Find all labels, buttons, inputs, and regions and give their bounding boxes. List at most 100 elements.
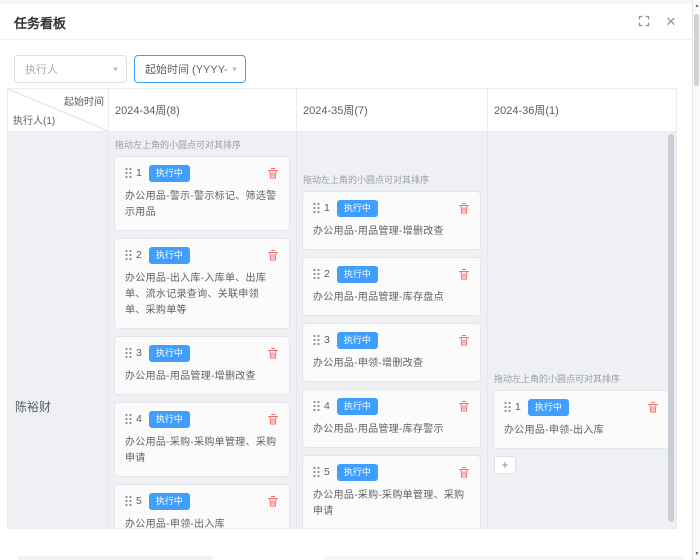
kanban-table: 起始时间 执行人(1) 2024-34周(8) 2024-35周(7) 2024… — [7, 88, 677, 529]
delete-icon[interactable] — [458, 400, 470, 413]
card-index: 4 — [324, 400, 330, 412]
drag-handle-icon[interactable] — [504, 401, 511, 413]
task-text: 办公用品-出入库-入库单、出库单、流水记录查询、关联申领单、采购单等 — [125, 273, 267, 316]
task-card[interactable]: 1 执行中办公用品-用品管理-增删改查 — [302, 191, 481, 250]
status-badge: 执行中 — [336, 265, 378, 283]
column-header-week-36: 2024-36周(1) — [487, 89, 676, 131]
corner-header-cell: 起始时间 执行人(1) — [8, 89, 108, 131]
card-index: 1 — [515, 401, 521, 413]
drag-handle-icon[interactable] — [125, 495, 132, 507]
task-card[interactable]: 3 执行中办公用品-用品管理-增删改查 — [114, 336, 290, 395]
task-card[interactable]: 3 执行中办公用品-申领-增删改查 — [302, 323, 481, 382]
task-text: 办公用品-用品管理-增删改查 — [125, 371, 256, 382]
executor-select-placeholder: 执行人 — [25, 64, 58, 76]
task-card[interactable]: 2 执行中 办公用品-出入库-入库单、出库单、流水记录查询、关联申领单、采购单等 — [114, 238, 290, 329]
delete-icon[interactable] — [458, 202, 470, 215]
task-text: 办公用品-申领-增删改查 — [313, 358, 424, 369]
card-index: 1 — [324, 202, 330, 214]
task-card[interactable]: 1 执行中办公用品-申领-出入库 — [493, 390, 670, 449]
task-card[interactable]: 2 执行中办公用品-用品管理-库存盘点 — [302, 257, 481, 316]
card-index: 4 — [136, 413, 142, 425]
column-header-week-34: 2024-34周(8) — [108, 89, 296, 131]
kanban-column-week-35: 拖动左上角的小圆点可对其排序 1 执行中 办公用品-用品管理-增删改查 2 执行中 办公用品… — [296, 132, 487, 528]
scrollbar-thumb[interactable] — [694, 14, 699, 86]
drag-handle-icon[interactable] — [125, 167, 132, 179]
diagonal-divider — [8, 89, 108, 131]
drag-handle-icon[interactable] — [313, 466, 320, 478]
scroll-up-icon[interactable]: ▲ — [694, 3, 700, 9]
next-row-peek — [18, 556, 213, 560]
delete-icon[interactable] — [458, 334, 470, 347]
chevron-down-icon: ▾ — [231, 64, 237, 74]
start-time-select[interactable]: 起始时间 (YYYY-w周) ▾ — [134, 55, 246, 83]
drag-handle-icon[interactable] — [313, 202, 320, 214]
status-badge: 执行中 — [148, 410, 190, 428]
table-header-row: 起始时间 执行人(1) 2024-34周(8) 2024-35周(7) 2024… — [8, 89, 676, 131]
next-row-peek — [323, 556, 685, 560]
task-text: 办公用品-用品管理-增删改查 — [313, 226, 444, 237]
scroll-down-icon[interactable]: ▼ — [694, 551, 700, 557]
add-task-button[interactable]: + — [494, 456, 516, 474]
drag-hint: 拖动左上角的小圆点可对其排序 — [303, 175, 430, 185]
close-icon[interactable]: ✕ — [665, 13, 677, 29]
delete-icon[interactable] — [458, 268, 470, 281]
delete-icon[interactable] — [267, 495, 279, 508]
status-badge: 执行中 — [336, 331, 378, 349]
modal-header: 任务看板 ✕ — [0, 4, 692, 40]
delete-icon[interactable] — [458, 466, 470, 479]
task-card[interactable]: 4 执行中办公用品-采购-采购单管理、采购申请 — [114, 402, 290, 477]
delete-icon[interactable] — [267, 249, 279, 262]
delete-icon[interactable] — [267, 167, 279, 180]
task-card[interactable]: 5 执行中办公用品-申领-出入库 — [114, 484, 290, 528]
task-card[interactable]: 1 执行中 办公用品-警示-警示标记、筛选警示用品 — [114, 156, 290, 231]
kanban-column-week-36: 拖动左上角的小圆点可对其排序 1 执行中办公用品-申领-出入库 + — [487, 132, 676, 528]
task-text: 办公用品-申领-出入库 — [504, 425, 604, 436]
fullscreen-icon[interactable] — [637, 14, 651, 28]
card-index: 2 — [136, 249, 142, 261]
card-index: 3 — [324, 334, 330, 346]
task-text: 办公用品-警示-警示标记、筛选警示用品 — [125, 191, 277, 218]
status-badge: 执行中 — [336, 397, 378, 415]
start-time-select-value: 起始时间 (YYYY-w周) — [145, 64, 228, 76]
table-vertical-scrollbar[interactable] — [668, 134, 674, 522]
delete-icon[interactable] — [267, 347, 279, 360]
executor-select[interactable]: 执行人 ▾ — [14, 55, 127, 83]
delete-icon[interactable] — [647, 401, 659, 414]
browser-scrollbar[interactable]: ▲ ▼ — [692, 0, 700, 560]
task-text: 办公用品-用品管理-库存警示 — [313, 424, 444, 435]
drag-handle-icon[interactable] — [313, 400, 320, 412]
task-text: 办公用品-用品管理-库存盘点 — [313, 292, 444, 303]
card-index: 2 — [324, 268, 330, 280]
delete-icon[interactable] — [267, 413, 279, 426]
drag-hint: 拖动左上角的小圆点可对其排序 — [494, 374, 621, 384]
drag-handle-icon[interactable] — [125, 347, 132, 359]
task-text: 办公用品-采购-采购单管理、采购申请 — [125, 437, 277, 464]
page-background-edge — [0, 0, 700, 4]
task-text: 办公用品-申领-出入库 — [125, 519, 225, 528]
card-index: 3 — [136, 347, 142, 359]
executor-name-cell: 陈裕财 — [8, 132, 108, 528]
kanban-column-week-34: 拖动左上角的小圆点可对其排序 1 执行中 办公用品-警示-警示标记、筛选警示用品 2 执行… — [108, 132, 296, 528]
card-index: 1 — [136, 167, 142, 179]
drag-hint: 拖动左上角的小圆点可对其排序 — [115, 140, 242, 150]
task-card[interactable]: 5 执行中 办公用品-采购-采购单管理、采购申请 — [302, 455, 481, 528]
task-text: 办公用品-采购-采购单管理、采购申请 — [313, 490, 465, 517]
drag-handle-icon[interactable] — [313, 268, 320, 280]
executor-name: 陈裕财 — [15, 400, 52, 414]
drag-handle-icon[interactable] — [125, 413, 132, 425]
drag-handle-icon[interactable] — [313, 334, 320, 346]
status-badge: 执行中 — [148, 492, 190, 510]
status-badge: 执行中 — [148, 344, 190, 362]
column-header-week-35: 2024-35周(7) — [296, 89, 487, 131]
card-index: 5 — [324, 466, 330, 478]
task-card[interactable]: 4 执行中办公用品-用品管理-库存警示 — [302, 389, 481, 448]
drag-handle-icon[interactable] — [125, 249, 132, 261]
chevron-down-icon: ▾ — [112, 64, 118, 74]
corner-label-start-time: 起始时间 — [64, 97, 104, 108]
status-badge: 执行中 — [336, 199, 378, 217]
modal-title: 任务看板 — [14, 16, 67, 31]
corner-label-executor: 执行人(1) — [13, 116, 56, 127]
status-badge: 执行中 — [527, 398, 569, 416]
card-index: 5 — [136, 495, 142, 507]
